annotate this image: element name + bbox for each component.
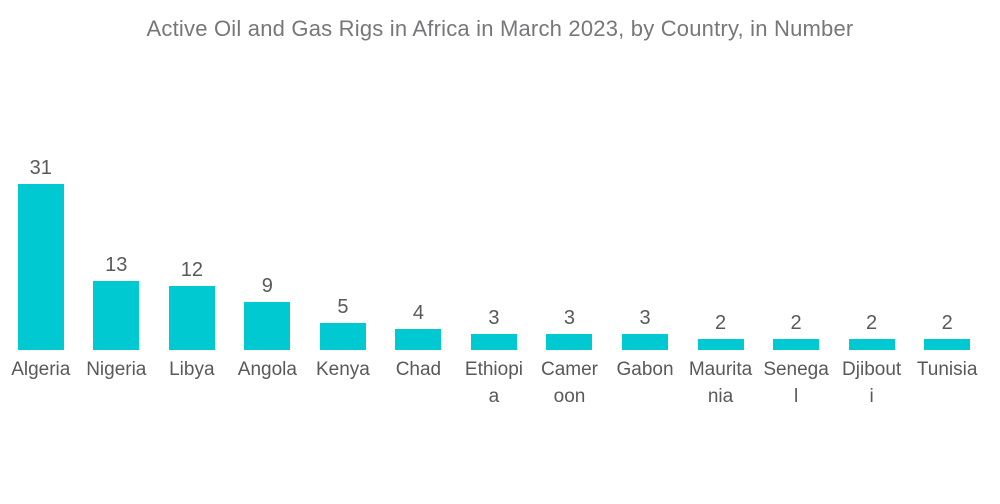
bar-column-nigeria: 13	[79, 253, 155, 350]
bar-kenya	[319, 323, 366, 350]
bar-column-algeria: 31	[3, 158, 79, 350]
category-label-line: Angola	[237, 359, 297, 380]
category-label-line: Ethiopi	[464, 359, 523, 380]
category-label-line: Chad	[395, 359, 442, 380]
category-label-chad: Chad	[381, 356, 457, 410]
bar-value-label: 5	[337, 296, 349, 319]
bar-value-label: 2	[866, 312, 878, 335]
chart-title: Active Oil and Gas Rigs in Africa in Mar…	[146, 16, 854, 41]
category-label-mauritania: Maurita nia	[683, 356, 759, 410]
bar-value-label: 3	[639, 307, 651, 329]
category-label-cameroon: Camer oon	[532, 356, 608, 410]
category-label-line: i	[869, 386, 874, 407]
bar-value-label: 2	[790, 312, 802, 335]
bar-column-kenya: 5	[305, 297, 381, 350]
bar-value-label: 9	[261, 274, 273, 297]
bar-column-tunisia: 2	[909, 313, 985, 350]
bar-chad	[395, 328, 442, 350]
bar-value-label: 3	[563, 307, 576, 329]
bar-djibouti	[848, 339, 895, 350]
bar-algeria	[17, 184, 64, 350]
bar-chart-plot: 31 13 12 9 5 4 3 3 3 2 2 2 2 Algeria Nigeria Libya Ango…	[3, 0, 985, 504]
bar-libya	[168, 285, 215, 350]
bar-column-senegal: 2	[758, 313, 834, 350]
bar-column-mauritania: 2	[683, 313, 759, 350]
category-label-line: l	[793, 386, 799, 407]
bar-gabon	[622, 334, 669, 350]
bar-mauritania	[697, 339, 744, 350]
category-label-line: Kenya	[315, 359, 370, 380]
category-label-algeria: Algeria	[3, 356, 79, 410]
bars-row: 31 13 12 9 5 4 3 3 3 2 2 2 2	[3, 0, 985, 350]
bar-column-angola: 9	[230, 276, 306, 350]
bar-column-libya: 12	[154, 260, 230, 350]
bar-value-label: 13	[105, 253, 128, 276]
category-label-line: Djibout	[842, 359, 902, 380]
bar-value-label: 31	[29, 157, 52, 180]
category-label-line: Libya	[169, 359, 215, 380]
category-label-line: nia	[707, 386, 734, 407]
category-label-libya: Libya	[154, 356, 230, 410]
category-label-line: a	[488, 386, 500, 407]
bar-cameroon	[546, 334, 593, 350]
bar-column-gabon: 3	[607, 308, 683, 350]
category-label-line: Tunisia	[916, 359, 978, 380]
bar-column-ethiopia: 3	[456, 308, 532, 350]
category-label-gabon: Gabon	[607, 356, 683, 410]
bar-column-djibouti: 2	[834, 313, 910, 350]
bar-nigeria	[93, 280, 140, 350]
bar-senegal	[773, 339, 820, 350]
category-label-line: Senega	[763, 359, 829, 380]
category-label-line: Nigeria	[86, 359, 147, 380]
category-label-line: Algeria	[11, 359, 71, 380]
bar-value-label: 12	[180, 258, 203, 281]
category-label-nigeria: Nigeria	[79, 356, 155, 410]
bar-column-cameroon: 3	[532, 308, 608, 350]
category-label-line: oon	[553, 386, 586, 407]
category-label-djibouti: Djibout i	[834, 356, 910, 410]
category-label-senegal: Senega l	[758, 356, 834, 410]
category-labels-row: Algeria Nigeria Libya Angola Kenya Chad Ethiop…	[3, 356, 985, 410]
bar-tunisia	[924, 339, 971, 350]
bar-column-chad: 4	[381, 303, 457, 350]
bar-value-label: 3	[488, 307, 500, 329]
category-label-line: Camer	[540, 359, 598, 380]
bar-ethiopia	[470, 334, 517, 350]
category-label-tunisia: Tunisia	[909, 356, 985, 410]
bar-value-label: 2	[941, 312, 953, 335]
category-label-angola: Angola	[230, 356, 306, 410]
category-label-line: Maurita	[688, 359, 753, 380]
category-label-line: Gabon	[616, 359, 674, 380]
category-label-kenya: Kenya	[305, 356, 381, 410]
category-label-ethiopia: Ethiopi a	[456, 356, 532, 410]
bar-angola	[244, 301, 291, 350]
bar-value-label: 4	[412, 301, 424, 324]
bar-value-label: 2	[714, 312, 727, 335]
